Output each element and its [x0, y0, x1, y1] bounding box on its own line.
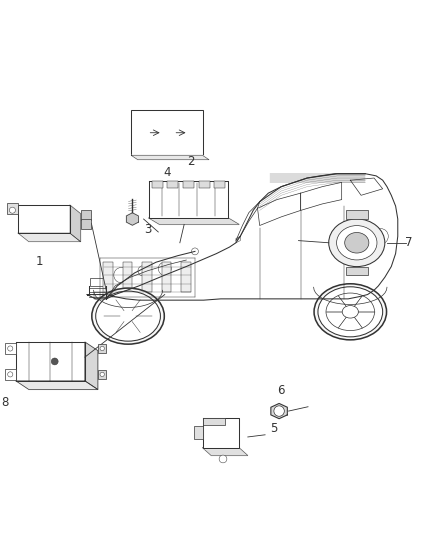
Text: 8: 8 [1, 396, 9, 409]
Bar [198, 181, 210, 188]
Polygon shape [16, 342, 85, 381]
Polygon shape [127, 213, 138, 225]
Ellipse shape [318, 287, 383, 337]
Circle shape [191, 248, 198, 255]
Polygon shape [148, 181, 228, 218]
Circle shape [8, 372, 13, 377]
Circle shape [274, 406, 284, 416]
Text: 3: 3 [144, 223, 151, 236]
Bar [81, 219, 92, 229]
Bar [81, 211, 92, 220]
Polygon shape [202, 448, 248, 456]
Ellipse shape [95, 291, 160, 341]
Ellipse shape [92, 288, 164, 344]
Circle shape [100, 346, 104, 351]
Text: 1: 1 [36, 255, 43, 268]
Ellipse shape [342, 305, 358, 318]
Bar [183, 181, 194, 188]
Bar [142, 262, 152, 293]
Ellipse shape [95, 291, 160, 341]
Circle shape [158, 262, 171, 275]
Ellipse shape [326, 293, 374, 330]
Polygon shape [202, 417, 239, 448]
Ellipse shape [336, 225, 377, 260]
Ellipse shape [104, 297, 152, 335]
Text: 6: 6 [278, 384, 285, 397]
Bar [90, 278, 106, 286]
Bar [346, 266, 367, 275]
Bar [123, 262, 132, 293]
Polygon shape [70, 205, 81, 241]
Bar [194, 426, 202, 439]
Polygon shape [18, 205, 70, 233]
Text: 7: 7 [405, 236, 412, 249]
Polygon shape [131, 156, 209, 160]
Bar [131, 110, 202, 156]
Ellipse shape [120, 310, 136, 322]
Bar [214, 181, 226, 188]
Bar [346, 211, 367, 219]
Polygon shape [271, 403, 287, 418]
Circle shape [373, 229, 388, 244]
Bar [167, 181, 178, 188]
Bar [162, 262, 171, 293]
Circle shape [114, 268, 129, 283]
Bar [103, 262, 113, 293]
Bar [202, 417, 225, 425]
Polygon shape [18, 233, 81, 241]
Circle shape [8, 346, 13, 351]
Text: 2: 2 [187, 155, 194, 168]
Polygon shape [148, 218, 239, 224]
Polygon shape [16, 381, 98, 390]
Bar [98, 370, 106, 379]
Ellipse shape [329, 219, 385, 266]
Bar [5, 369, 16, 379]
Polygon shape [85, 342, 98, 390]
Circle shape [219, 455, 227, 463]
Bar [7, 203, 18, 214]
Polygon shape [236, 236, 240, 243]
Circle shape [51, 358, 58, 365]
Text: 4: 4 [163, 166, 171, 179]
Bar [181, 262, 191, 293]
Ellipse shape [314, 284, 387, 340]
Text: 5: 5 [270, 422, 277, 435]
Bar [152, 181, 163, 188]
Bar [98, 344, 106, 353]
Circle shape [9, 207, 15, 213]
Circle shape [100, 372, 104, 376]
Circle shape [138, 265, 148, 276]
Bar [94, 293, 103, 299]
Bar [5, 343, 16, 354]
Ellipse shape [345, 232, 369, 253]
